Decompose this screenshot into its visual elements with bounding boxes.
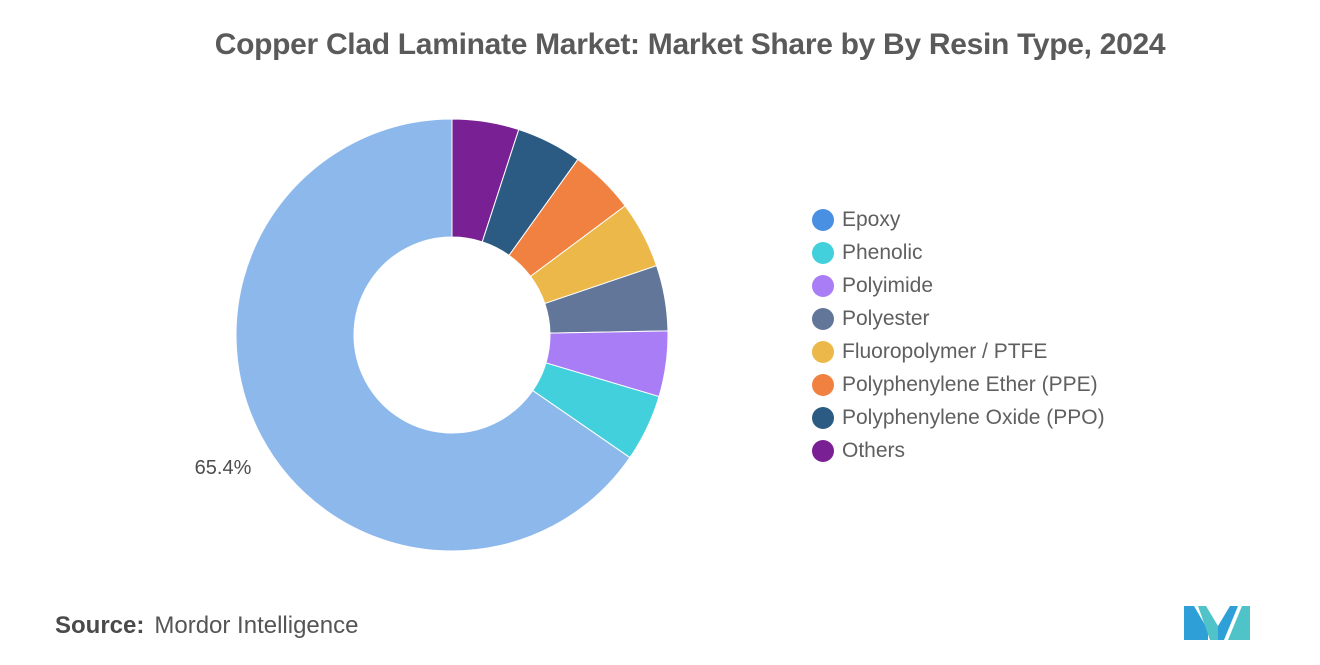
legend-swatch-icon xyxy=(812,208,834,231)
legend-swatch-icon xyxy=(812,373,834,396)
legend-swatch-icon xyxy=(812,241,834,264)
legend-label: Polyphenylene Oxide (PPO) xyxy=(842,405,1105,429)
legend-item-fluoropolymer-ptfe: Fluoropolymer / PTFE xyxy=(812,335,1105,368)
legend-label: Epoxy xyxy=(842,207,901,231)
donut-slice-epoxy xyxy=(235,118,631,552)
legend-swatch-icon xyxy=(812,406,834,429)
legend-label: Fluoropolymer / PTFE xyxy=(842,339,1048,363)
chart-title: Copper Clad Laminate Market: Market Shar… xyxy=(214,28,1166,61)
legend-item-polyphenylene-ether-ppe: Polyphenylene Ether (PPE) xyxy=(812,368,1105,401)
legend-item-polyphenylene-oxide-ppo: Polyphenylene Oxide (PPO) xyxy=(812,401,1105,434)
mordor-intelligence-logo-icon xyxy=(1184,606,1250,640)
legend-swatch-icon xyxy=(812,439,834,462)
legend-label: Others xyxy=(842,438,906,462)
legend-item-phenolic: Phenolic xyxy=(812,236,1105,269)
legend-item-epoxy: Epoxy xyxy=(812,203,1105,236)
legend-swatch-icon xyxy=(812,274,834,297)
source-value: Mordor Intelligence xyxy=(154,612,359,639)
legend-label: Polyester xyxy=(842,306,930,330)
legend-label: Phenolic xyxy=(842,240,923,264)
legend-swatch-icon xyxy=(812,340,834,363)
source-label: Source: xyxy=(55,612,145,639)
legend-item-polyimide: Polyimide xyxy=(812,269,1105,302)
legend-item-polyester: Polyester xyxy=(812,302,1105,335)
source-attribution: Source: Mordor Intelligence xyxy=(55,612,358,640)
legend-label: Polyphenylene Ether (PPE) xyxy=(842,372,1098,396)
legend-label: Polyimide xyxy=(842,273,934,297)
data-label-epoxy: 65.4% xyxy=(195,457,252,479)
legend-swatch-icon xyxy=(812,307,834,330)
chart-legend: Epoxy Phenolic Polyimide Polyester Fluoropol… xyxy=(812,203,1105,467)
legend-item-others: Others xyxy=(812,434,1105,467)
donut-chart: 65.4% xyxy=(195,118,669,552)
